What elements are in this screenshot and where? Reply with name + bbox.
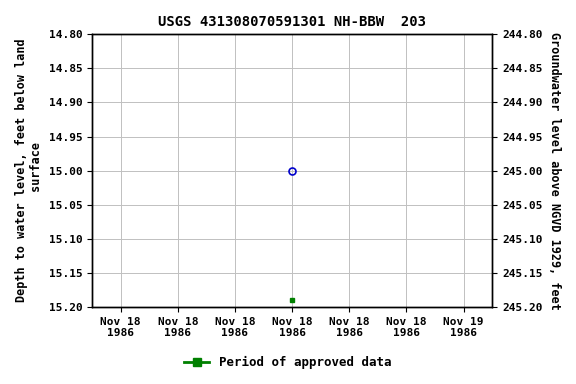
Title: USGS 431308070591301 NH-BBW  203: USGS 431308070591301 NH-BBW 203 [158,15,426,29]
Legend: Period of approved data: Period of approved data [179,351,397,374]
Y-axis label: Groundwater level above NGVD 1929, feet: Groundwater level above NGVD 1929, feet [548,32,561,310]
Y-axis label: Depth to water level, feet below land
 surface: Depth to water level, feet below land su… [15,39,43,303]
